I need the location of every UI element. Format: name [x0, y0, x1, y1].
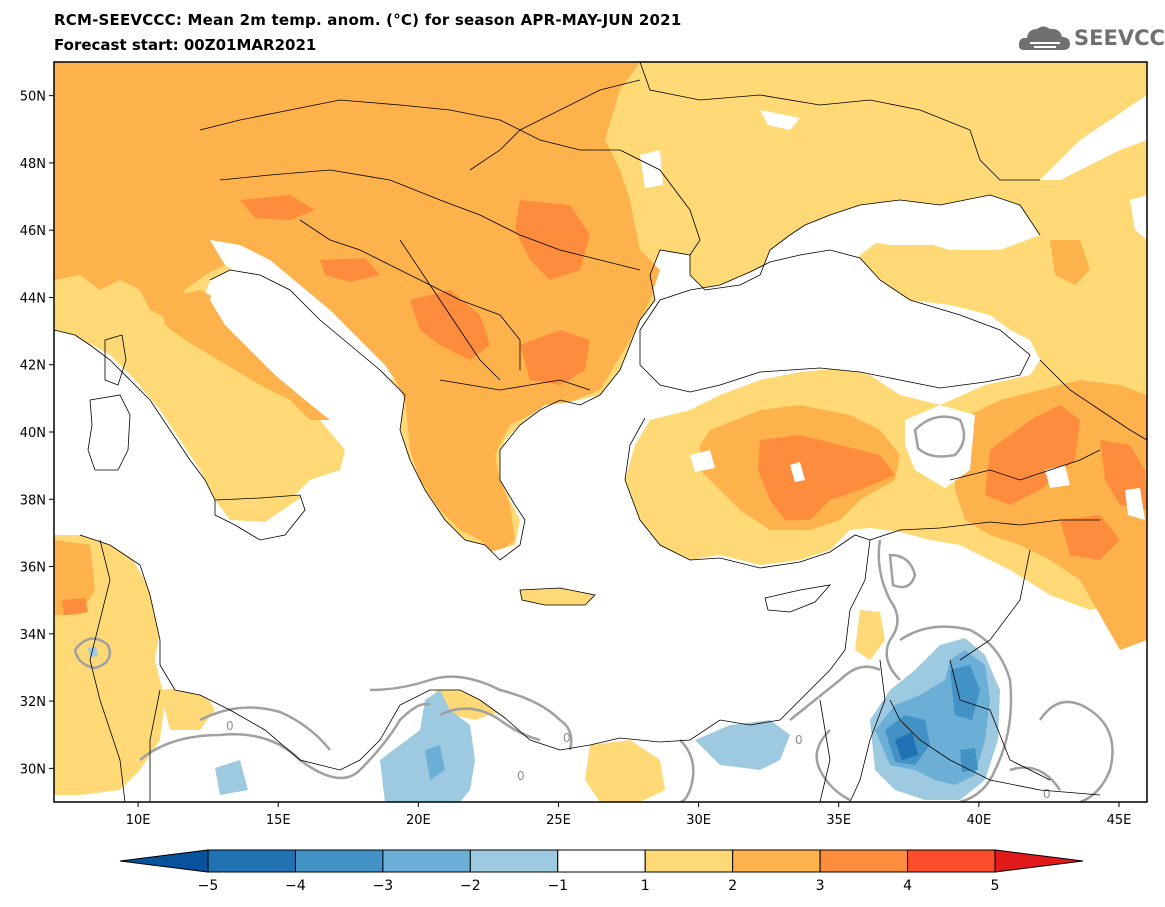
- contour-label-0: 0: [226, 719, 234, 733]
- turkey-hole-3: [905, 405, 975, 488]
- lon-tick-label: 45E: [1107, 813, 1132, 828]
- colorbar-label: 3: [816, 878, 825, 894]
- caspian-edge: [1130, 195, 1147, 240]
- longitude-axis: 10E 15E 20E 25E 30E 35E 40E 45E: [126, 802, 1132, 828]
- adriatic-sea: [210, 240, 395, 380]
- colorbar-segment: [119, 849, 209, 873]
- libya-anomaly-minus-2-3: [425, 745, 445, 780]
- contour-label-0: 0: [795, 733, 803, 747]
- turkey-hole-2: [790, 462, 805, 482]
- libya-patch-2: [585, 740, 665, 802]
- colorbar-label: −3: [373, 878, 394, 894]
- lat-tick-label: 32N: [20, 695, 46, 710]
- africa-anomaly-2-3: [54, 540, 95, 615]
- colorbar-segment: [644, 849, 734, 873]
- lat-tick-label: 46N: [20, 224, 46, 239]
- lon-tick-label: 15E: [266, 813, 291, 828]
- ukraine-hole-2: [640, 150, 663, 188]
- colorbar-label: −2: [460, 878, 481, 894]
- colorbar-segment: [819, 849, 909, 873]
- ukraine-hole-1: [760, 110, 800, 130]
- lon-tick-label: 30E: [686, 813, 711, 828]
- lat-tick-label: 42N: [20, 359, 46, 374]
- tunisia-anomaly-3-4: [62, 598, 88, 615]
- lon-tick-label: 25E: [546, 813, 571, 828]
- contour-label-0: 0: [517, 769, 525, 783]
- cloud-icon: [1018, 26, 1070, 50]
- colorbar-segment: [557, 849, 646, 873]
- colorbar-label: −1: [547, 878, 568, 894]
- mediterranean-sea: [54, 268, 870, 770]
- lat-tick-label: 48N: [20, 157, 46, 172]
- tunisia-anomaly-minus-1-2: [88, 646, 98, 657]
- lat-tick-label: 44N: [20, 291, 46, 306]
- saudi-south-anomaly-minus-3-4: [960, 748, 978, 772]
- cyprus-island: [765, 585, 830, 612]
- seevccc-logo: SEEVCCC: [1018, 22, 1165, 56]
- bulgaria-anomaly-3-4: [520, 330, 590, 385]
- contour-label-0: 0: [563, 731, 571, 745]
- colorbar-segment: [732, 849, 821, 873]
- romania-anomaly-3-4: [515, 200, 590, 280]
- colorbar-label: −4: [285, 878, 306, 894]
- saudi-anomaly-minus-3-4: [950, 665, 980, 720]
- colorbar-segment: [207, 849, 296, 873]
- caucasus-anomaly-2-3: [1050, 240, 1090, 285]
- lon-tick-label: 40E: [966, 813, 991, 828]
- lon-tick-label: 10E: [126, 813, 151, 828]
- egypt-anomaly-minus-1-2: [695, 720, 790, 770]
- colorbar-segment: [994, 849, 1084, 873]
- colorbar-label: −5: [198, 878, 219, 894]
- levant-coast: [855, 610, 885, 660]
- logo-text: SEEVCCC: [1074, 26, 1165, 50]
- lat-tick-label: 40N: [20, 426, 46, 441]
- bosnia-anomaly-3-4: [320, 258, 380, 282]
- map-fields: 0 0 0 0 0: [54, 62, 1147, 802]
- map-title: RCM-SEEVCCC: Mean 2m temp. anom. (°C) fo…: [54, 11, 682, 29]
- lat-tick-label: 36N: [20, 561, 46, 576]
- zero-contours: [73, 415, 1114, 802]
- russia-hole: [1040, 95, 1147, 180]
- colorbar-segment: [294, 849, 384, 873]
- iraq-anomaly-3-4: [1060, 515, 1120, 560]
- crete-island-top: [520, 588, 595, 605]
- forecast-start-label: Forecast start: 00Z01MAR2021: [54, 36, 317, 54]
- turkey-anomaly-3-4: [758, 435, 895, 520]
- colorbar-label: 4: [903, 878, 912, 894]
- contour-label-0: 0: [1043, 787, 1051, 801]
- colorbar: −5 −4 −3 −2 −1 1 2 3 4 5: [119, 849, 1084, 894]
- lat-tick-label: 38N: [20, 493, 46, 508]
- turkey-hole-1: [690, 450, 715, 472]
- east-turkey-anomaly-3-4: [985, 405, 1080, 505]
- lat-tick-label: 34N: [20, 628, 46, 643]
- land-anomaly-2-3-north: [54, 62, 660, 555]
- colorbar-segment: [907, 849, 996, 873]
- azov-sea: [830, 205, 950, 245]
- lat-tick-label: 30N: [20, 762, 46, 777]
- colorbar-label: 1: [641, 878, 650, 894]
- italy-anomaly-2-3: [160, 290, 330, 420]
- colorbar-segment: [382, 849, 471, 873]
- libya-west-anomaly-minus-1-2: [215, 760, 248, 795]
- slovenia-anomaly-3-4: [240, 195, 315, 220]
- colorbar-label: 2: [728, 878, 737, 894]
- east-turkey-hole: [1045, 465, 1070, 488]
- jordan-anomaly-minus-4-5: [895, 732, 918, 760]
- colorbar-label: 5: [991, 878, 1000, 894]
- serbia-anomaly-3-4: [410, 290, 490, 360]
- country-borders: [54, 62, 1147, 802]
- latitude-axis: 30N 32N 34N 36N 38N 40N 42N 44N 46N 48N 50N: [20, 90, 54, 777]
- libya-anomaly-minus-1-2: [380, 690, 475, 802]
- iraq-hole: [1125, 488, 1145, 520]
- colorbar-segment: [469, 849, 559, 873]
- lat-tick-label: 50N: [20, 90, 46, 105]
- lon-tick-label: 35E: [826, 813, 851, 828]
- lon-tick-label: 20E: [406, 813, 431, 828]
